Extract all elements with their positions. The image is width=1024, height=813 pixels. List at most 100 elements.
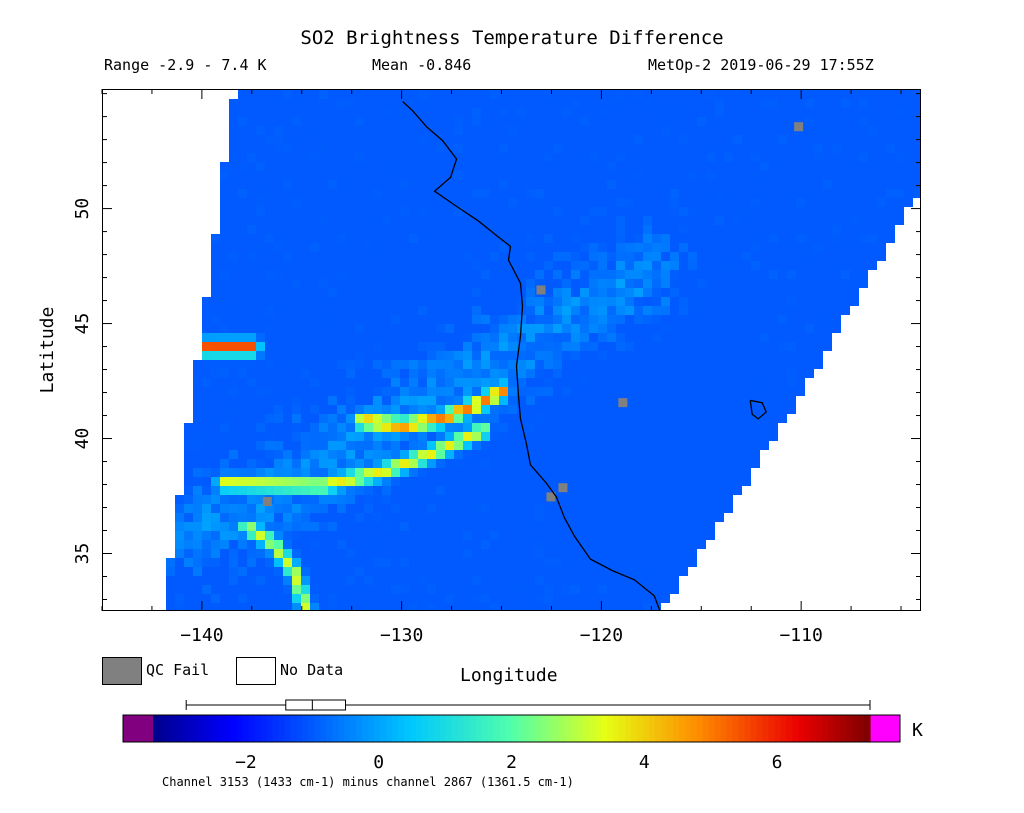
heatmap-cell: [571, 558, 580, 567]
heatmap-cell: [265, 540, 274, 549]
heatmap-cell: [562, 585, 571, 594]
heatmap-cell: [715, 198, 724, 207]
heatmap-cell: [310, 288, 319, 297]
heatmap-cell: [607, 198, 616, 207]
heatmap-cell: [400, 189, 409, 198]
heatmap-cell: [193, 603, 202, 610]
heatmap-cell: [607, 216, 616, 225]
heatmap-cell: [688, 522, 697, 531]
heatmap-cell: [454, 144, 463, 153]
heatmap-cell: [697, 198, 706, 207]
heatmap-cell: [607, 342, 616, 351]
heatmap-cell: [679, 279, 688, 288]
heatmap-cell: [382, 207, 391, 216]
heatmap-cell: [796, 369, 805, 378]
colorbar-step: [565, 715, 572, 742]
heatmap-cell: [553, 396, 562, 405]
heatmap-cell: [643, 549, 652, 558]
heatmap-cell: [328, 171, 337, 180]
heatmap-cell: [580, 405, 589, 414]
heatmap-cell: [292, 504, 301, 513]
heatmap-cell: [742, 414, 751, 423]
heatmap-cell: [859, 207, 868, 216]
heatmap-cell: [373, 576, 382, 585]
heatmap-cell: [436, 279, 445, 288]
heatmap-cell: [832, 243, 841, 252]
heatmap-cell: [769, 171, 778, 180]
heatmap-cell: [670, 549, 679, 558]
heatmap-cell: [328, 144, 337, 153]
heatmap-cell: [787, 135, 796, 144]
heatmap-cell: [436, 225, 445, 234]
heatmap-cell: [238, 171, 247, 180]
heatmap-cell: [634, 117, 643, 126]
heatmap-cell: [310, 333, 319, 342]
heatmap-cell: [778, 270, 787, 279]
heatmap-cell: [391, 549, 400, 558]
heatmap-cell: [571, 180, 580, 189]
heatmap-cell: [310, 90, 319, 99]
heatmap-cell: [616, 459, 625, 468]
heatmap-cell: [229, 243, 238, 252]
heatmap-cell: [382, 585, 391, 594]
heatmap-cell: [265, 549, 274, 558]
heatmap-cell: [427, 288, 436, 297]
heatmap-cell: [697, 531, 706, 540]
heatmap-cell: [535, 162, 544, 171]
heatmap-cell: [562, 387, 571, 396]
heatmap-cell: [508, 603, 517, 610]
heatmap-cell: [211, 441, 220, 450]
heatmap-cell: [382, 405, 391, 414]
heatmap-cell: [598, 522, 607, 531]
heatmap-cell: [463, 531, 472, 540]
heatmap-cell: [292, 180, 301, 189]
heatmap-cell: [274, 333, 283, 342]
heatmap-cell: [355, 198, 364, 207]
heatmap-cell: [301, 189, 310, 198]
heatmap-cell: [499, 279, 508, 288]
heatmap-cell: [895, 117, 904, 126]
heatmap-cell: [913, 180, 920, 189]
heatmap-cell: [472, 468, 481, 477]
heatmap-cell: [598, 360, 607, 369]
heatmap-cell: [544, 171, 553, 180]
heatmap-cell: [742, 315, 751, 324]
heatmap-cell: [544, 207, 553, 216]
heatmap-cell: [355, 234, 364, 243]
heatmap-cell: [436, 252, 445, 261]
heatmap-cell: [562, 432, 571, 441]
heatmap-cell: [445, 225, 454, 234]
heatmap-cell: [247, 198, 256, 207]
heatmap-cell: [490, 486, 499, 495]
heatmap-cell: [355, 405, 364, 414]
heatmap-cell: [679, 270, 688, 279]
heatmap-cell: [481, 414, 490, 423]
heatmap-cell: [355, 225, 364, 234]
heatmap-cell: [652, 297, 661, 306]
heatmap-cell: [697, 153, 706, 162]
heatmap-cell: [265, 207, 274, 216]
heatmap-cell: [796, 198, 805, 207]
heatmap-cell: [724, 342, 733, 351]
heatmap-cell: [400, 522, 409, 531]
heatmap-cell: [715, 432, 724, 441]
heatmap-cell: [463, 513, 472, 522]
heatmap-cell: [508, 297, 517, 306]
heatmap-cell: [373, 99, 382, 108]
heatmap-cell: [382, 513, 391, 522]
heatmap-cell: [787, 198, 796, 207]
heatmap-cell: [769, 207, 778, 216]
heatmap-cell: [211, 558, 220, 567]
heatmap-cell: [166, 567, 175, 576]
heatmap-cell: [634, 531, 643, 540]
heatmap-cell: [751, 360, 760, 369]
heatmap-cell: [778, 342, 787, 351]
heatmap-cell: [850, 99, 859, 108]
heatmap-cell: [634, 180, 643, 189]
heatmap-cell: [652, 189, 661, 198]
heatmap-cell: [445, 108, 454, 117]
heatmap-cell: [328, 252, 337, 261]
heatmap-cell: [292, 243, 301, 252]
heatmap-cell: [625, 423, 634, 432]
heatmap-cell: [382, 297, 391, 306]
